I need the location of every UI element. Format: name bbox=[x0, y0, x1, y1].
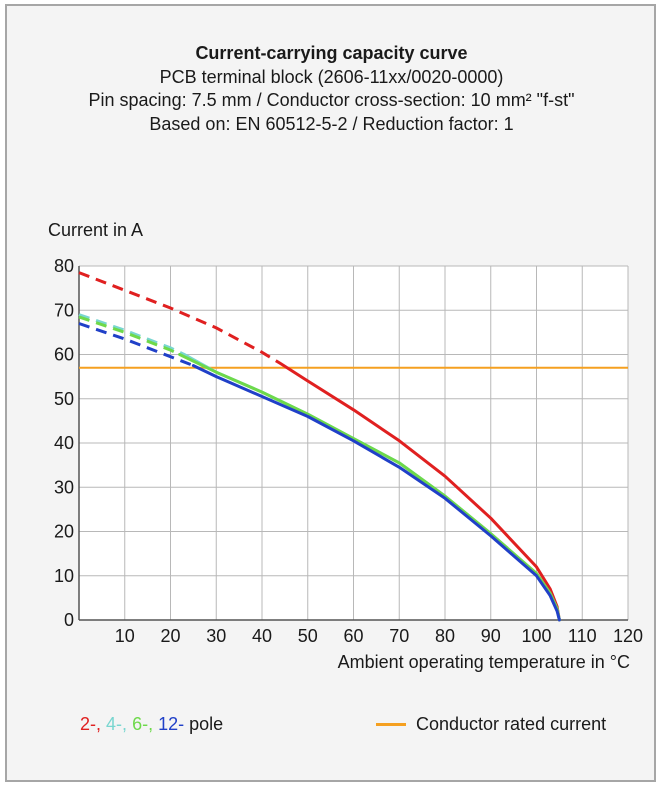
y-tick-label: 50 bbox=[54, 389, 74, 409]
x-tick-label: 60 bbox=[343, 626, 363, 646]
series-12-pole-dashed bbox=[78, 322, 194, 367]
chart-titles: Current-carrying capacity curve PCB term… bbox=[0, 42, 663, 136]
series-6-pole-dashed bbox=[78, 315, 181, 356]
rated-current-swatch bbox=[376, 723, 406, 726]
legend-pole-4: 4-, bbox=[106, 714, 128, 734]
y-tick-label: 30 bbox=[54, 477, 74, 497]
y-tick-label: 70 bbox=[54, 300, 74, 320]
x-tick-label: 110 bbox=[568, 626, 597, 646]
y-tick-label: 60 bbox=[54, 345, 74, 365]
y-axis-label: Current in A bbox=[48, 220, 144, 240]
pole-legend: 2-, 4-, 6-, 12- pole bbox=[80, 714, 223, 735]
y-tick-label: 80 bbox=[54, 256, 74, 276]
rated-current-legend: Conductor rated current bbox=[376, 714, 606, 735]
series-4-pole-dashed bbox=[78, 313, 185, 356]
chart-subtitle-2: Pin spacing: 7.5 mm / Conductor cross-se… bbox=[88, 90, 575, 110]
x-tick-label: 100 bbox=[521, 626, 551, 646]
rated-current-legend-label: Conductor rated current bbox=[416, 714, 607, 734]
chart-subtitle-3: Based on: EN 60512-5-2 / Reduction facto… bbox=[149, 113, 514, 134]
y-tick-label: 10 bbox=[54, 566, 74, 586]
legend-pole-12: 12- bbox=[158, 714, 185, 734]
x-tick-label: 40 bbox=[252, 626, 272, 646]
x-tick-label: 70 bbox=[389, 626, 409, 646]
x-tick-label: 10 bbox=[115, 626, 135, 646]
series-12-pole-line bbox=[191, 364, 561, 622]
x-tick-label: 20 bbox=[160, 626, 180, 646]
x-tick-label: 120 bbox=[613, 626, 643, 646]
x-tick-label: 80 bbox=[435, 626, 455, 646]
y-tick-label: 40 bbox=[54, 433, 74, 453]
x-tick-label: 90 bbox=[481, 626, 501, 646]
x-tick-label: 50 bbox=[298, 626, 318, 646]
legend-pole-2: 2-, bbox=[80, 714, 102, 734]
y-tick-label: 0 bbox=[64, 610, 74, 630]
y-tick-label: 20 bbox=[54, 522, 74, 542]
series-2-pole-dashed bbox=[78, 271, 282, 365]
chart-title: Current-carrying capacity curve bbox=[195, 43, 468, 63]
legend-pole-6: 6-, bbox=[132, 714, 154, 734]
x-tick-label: 30 bbox=[206, 626, 226, 646]
chart-subtitle-1: PCB terminal block (2606-11xx/0020-0000) bbox=[159, 66, 504, 87]
legend-pole-word: pole bbox=[189, 714, 224, 734]
x-axis-label: Ambient operating temperature in °C bbox=[337, 652, 630, 672]
